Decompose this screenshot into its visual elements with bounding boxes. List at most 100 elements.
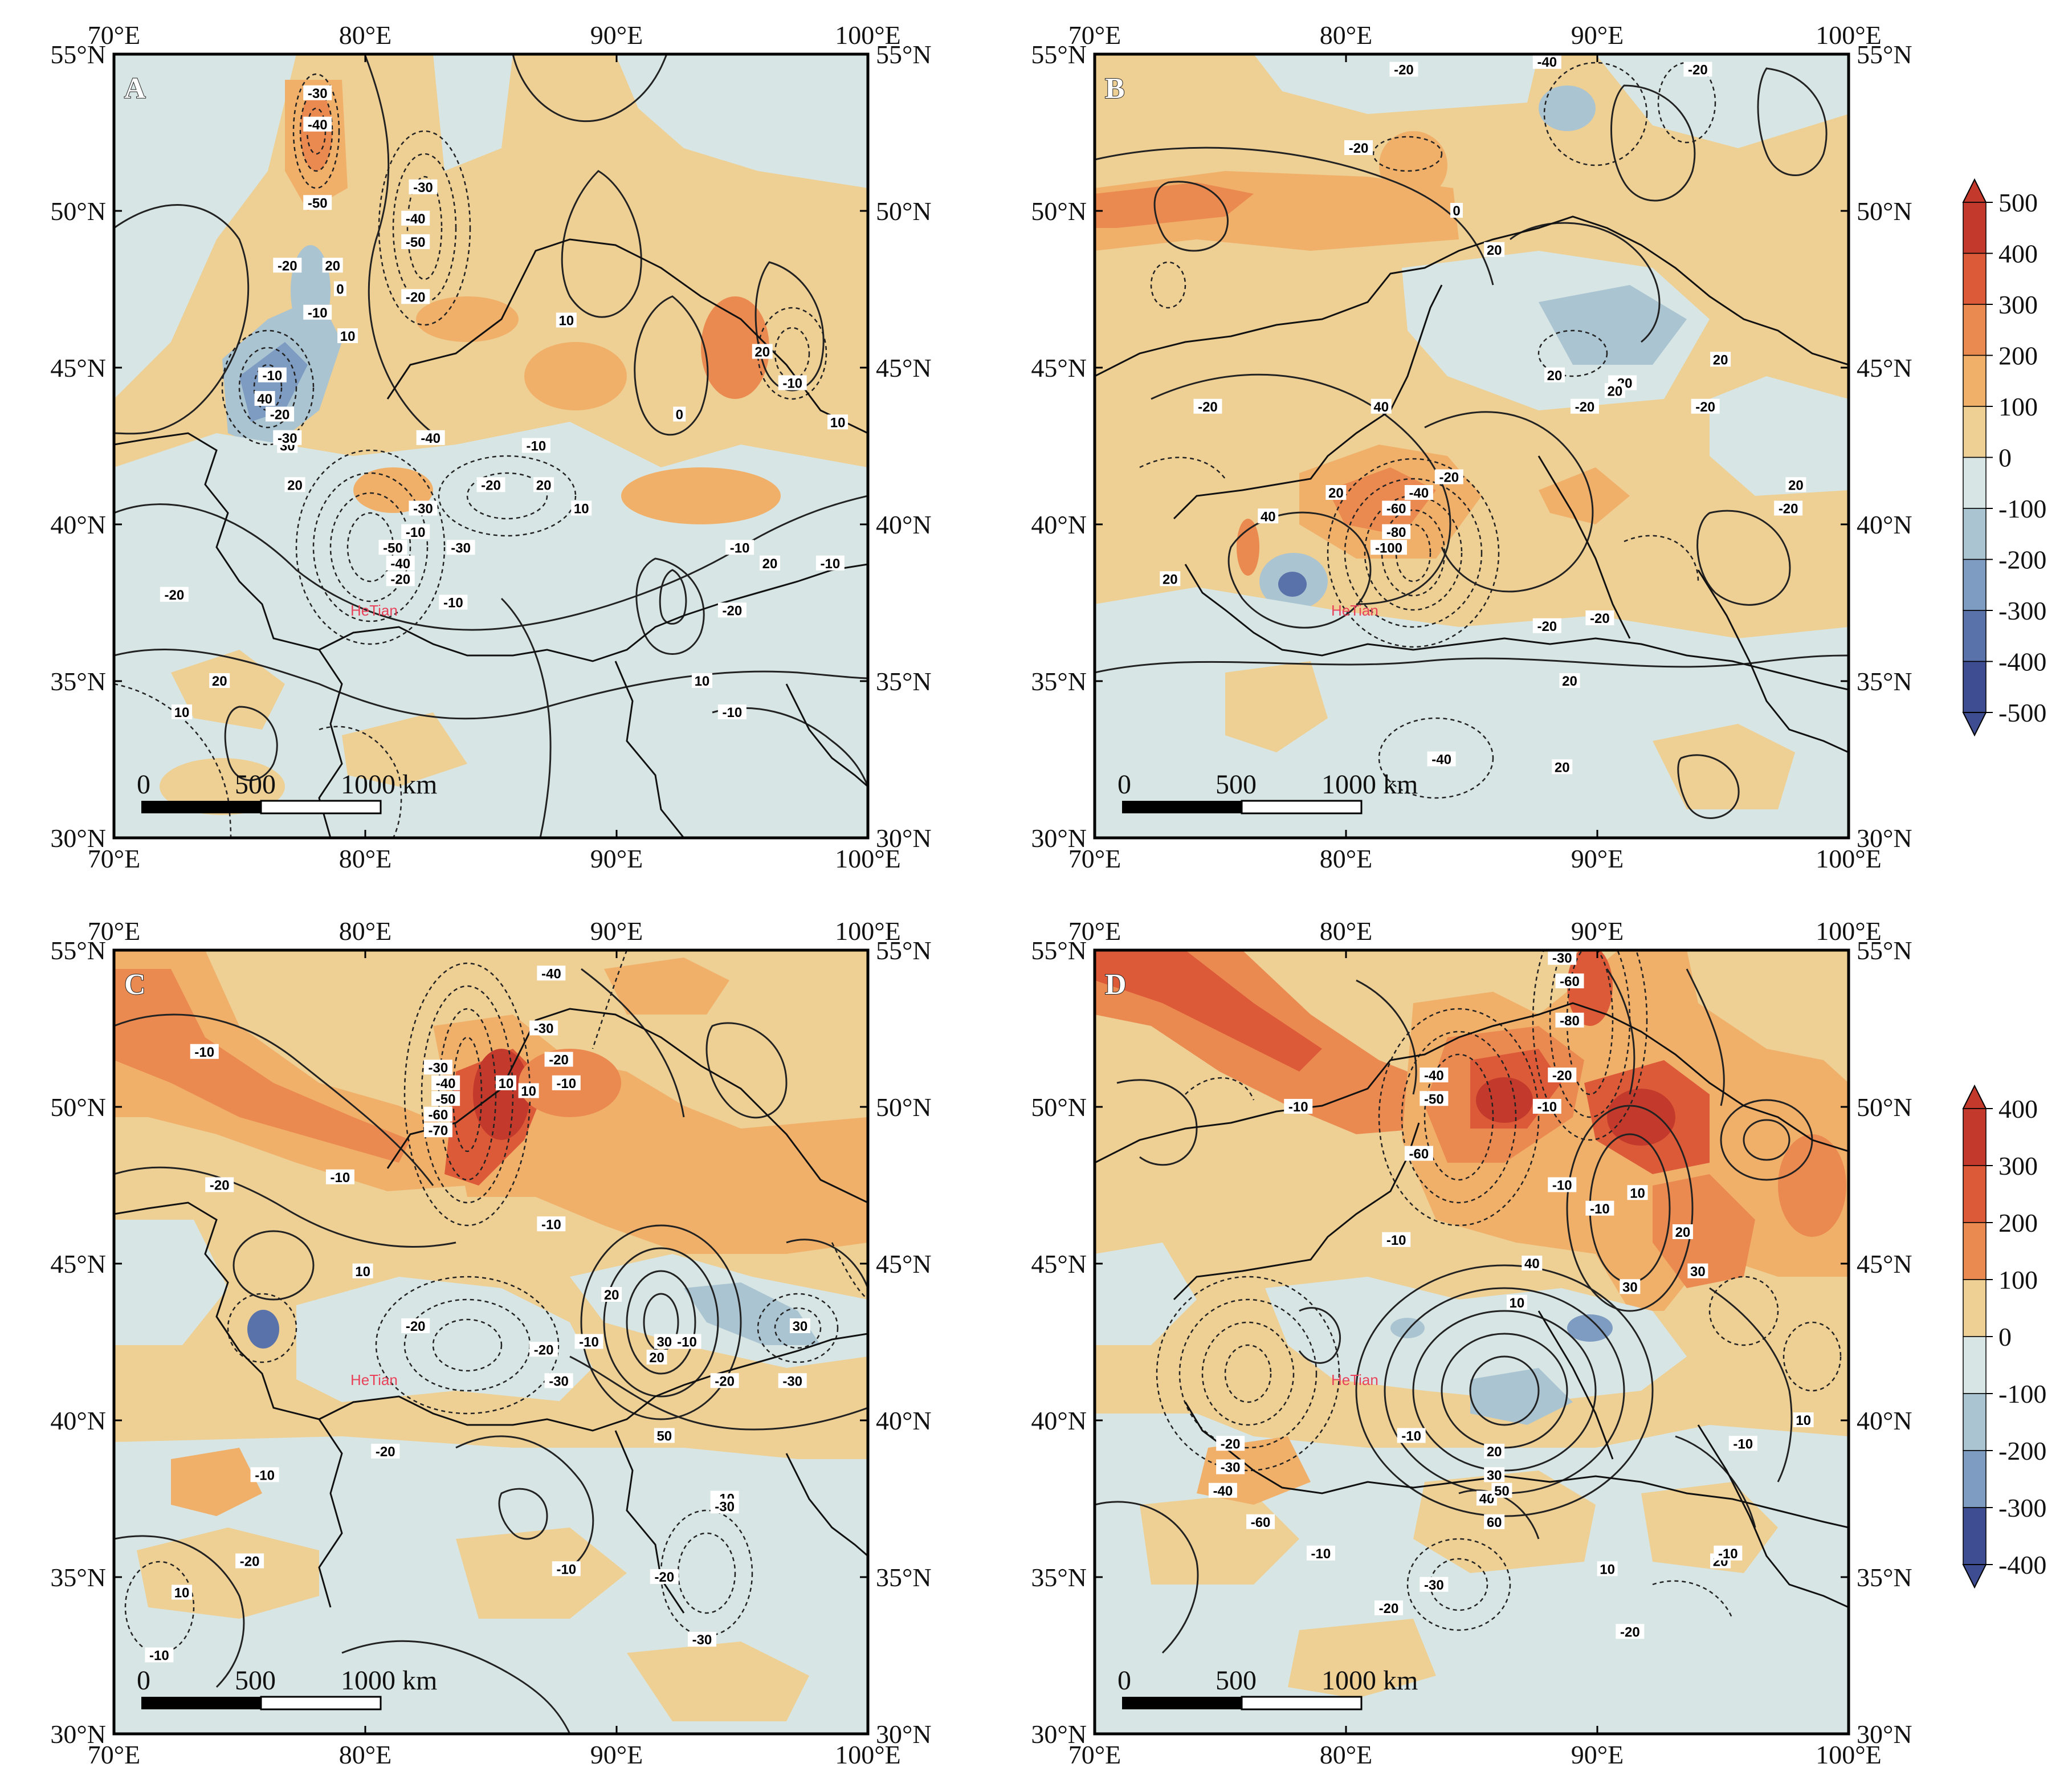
contour-label: -50 — [1424, 1091, 1444, 1107]
contour-label-box — [1774, 500, 1803, 516]
contour-label-box — [1404, 485, 1433, 500]
contour-label-box — [352, 1263, 373, 1278]
panel-b-contour-labels: -20 -40 -20 -20 0 20 -20 20 20 -20 -20 -20 20 -20 40 -2… — [1160, 54, 1806, 775]
panel-c-x-tick-top: 90°E — [590, 917, 643, 946]
contour-label: -20 — [1688, 63, 1708, 78]
contour-label: 20 — [1487, 243, 1502, 258]
contour-label: -30 — [413, 502, 433, 517]
contour-label: -60 — [1251, 1515, 1271, 1530]
colorbar-label: -200 — [1998, 545, 2046, 575]
panel-d-borders — [1095, 1002, 1849, 1608]
panel-b: HeTian -20 -40 -20 -20 0 20 -20 20 20 -20 -20 -20 20… — [1093, 52, 1850, 840]
panel-a-x-tick-bottom: 70°E — [88, 844, 141, 873]
contour-label: -20 — [723, 603, 743, 618]
panel-a-y-tick-left: 50°N — [50, 197, 106, 226]
contour-label-box — [1552, 759, 1573, 775]
panel-a-fill — [114, 54, 868, 838]
contour-label-box — [1570, 398, 1599, 414]
contour-label: -20 — [1590, 611, 1610, 626]
contour-label-box — [529, 1020, 558, 1036]
contour-label-box — [409, 179, 438, 194]
panel-a-x-tick-top: 90°E — [590, 21, 643, 50]
contour-label-box — [1374, 1600, 1403, 1615]
contour-label: -20 — [481, 478, 501, 493]
panel-a-x-tick-top: 80°E — [339, 21, 392, 50]
colorbar-segment — [1963, 1108, 1987, 1166]
contour-label-box — [760, 555, 781, 571]
contour-label-box — [423, 1060, 452, 1075]
contour-label: -30 — [782, 1374, 802, 1389]
contour-label-box — [533, 477, 554, 492]
contour-label: -10 — [541, 1217, 561, 1232]
panel-d-letter: D — [1105, 968, 1127, 1001]
contour-label-box — [673, 406, 686, 422]
contour-label-box — [1532, 1099, 1561, 1114]
panel-b-letter: B — [1105, 72, 1125, 105]
panel-c-scale-0: 0 — [137, 1665, 150, 1696]
panel-c-y-tick-left: 45°N — [50, 1249, 106, 1278]
panel-d-y-tick-right: 30°N — [1857, 1720, 1912, 1749]
contour-label: -30 — [278, 431, 297, 446]
colorbar-label: 200 — [1998, 341, 2038, 370]
contour-label: -20 — [1379, 1601, 1399, 1616]
contour-label: -10 — [1386, 1233, 1406, 1248]
contour-label-box — [1522, 1256, 1543, 1270]
panel-a-y-tick-right: 50°N — [876, 197, 932, 226]
contour-label-box — [789, 1318, 810, 1333]
contour-label: -20 — [210, 1178, 230, 1194]
contour-label: -40 — [1431, 752, 1451, 768]
colorbar-bottom: 400 300 200 100 0 -100 -200 -300 -400 — [1962, 1084, 2046, 1589]
panel-a-city-label: HeTian — [350, 602, 398, 619]
colorbar-label: 200 — [1998, 1208, 2038, 1237]
contour-label: 10 — [830, 415, 846, 430]
panel-a-frame — [112, 52, 870, 840]
panel-d-x-tick-top: 90°E — [1571, 917, 1624, 946]
contour-label: 20 — [1487, 1444, 1502, 1460]
colorbar-label: -300 — [1998, 1493, 2046, 1522]
contour-label: -20 — [270, 408, 290, 423]
contour-label: 10 — [521, 1084, 536, 1099]
colorbar-label: -500 — [1998, 698, 2046, 727]
contour-label: 40 — [1261, 509, 1276, 524]
contour-label: 10 — [1796, 1413, 1811, 1428]
panel-a-y-tick-right: 35°N — [876, 667, 932, 696]
contour-label: -50 — [308, 195, 328, 211]
panel-a-x-tick-bottom: 90°E — [590, 844, 643, 873]
panel-a-y-tick-left: 45°N — [50, 353, 106, 382]
contour-label: -30 — [715, 1499, 735, 1514]
colorbar-segment — [1963, 1393, 1987, 1451]
contour-label: -20 — [1198, 400, 1218, 415]
colorbar-label: -400 — [1998, 1550, 2046, 1579]
panel-c-x-tick-bottom: 100°E — [835, 1740, 901, 1769]
contour-label: -30 — [692, 1632, 712, 1648]
colorbar-segment — [1963, 1450, 1987, 1508]
contour-label: -20 — [1349, 141, 1369, 156]
panel-c-fill — [114, 950, 868, 1734]
contour-label: 10 — [340, 329, 356, 344]
contour-label-box — [378, 540, 407, 555]
panel-c-contour-labels: -10-40-30-20-1010-30-40-50-60-7010-20-10… — [145, 966, 810, 1664]
contour-label: -40 — [436, 1076, 456, 1091]
contour-label-box — [401, 289, 430, 304]
contour-label-box — [1728, 1436, 1757, 1451]
contour-label: 40 — [1373, 400, 1389, 415]
contour-label-box — [1284, 1099, 1313, 1114]
contour-label-box — [1687, 1263, 1708, 1278]
panel-d-scale-bar: 0 500 1000 km — [1117, 1665, 1418, 1710]
panel-a-y-tick-left: 30°N — [50, 824, 106, 853]
contour-label: -10 — [782, 376, 802, 392]
contour-label: -20 — [376, 1444, 395, 1460]
colorbar-segment — [1963, 508, 1987, 560]
contour-label-box — [1548, 950, 1577, 965]
contour-label: -10 — [308, 306, 328, 321]
contour-label: -20 — [406, 290, 426, 305]
panel-b-frame — [1093, 52, 1850, 840]
contour-label: -30 — [451, 540, 471, 556]
contour-label-box — [476, 477, 505, 492]
panel-d-scale-0: 0 — [1117, 1665, 1131, 1696]
contour-label-box — [1559, 673, 1580, 688]
contour-label-box — [1548, 1068, 1577, 1082]
contour-label: 60 — [1487, 1515, 1502, 1530]
contour-label-box — [778, 1373, 807, 1388]
